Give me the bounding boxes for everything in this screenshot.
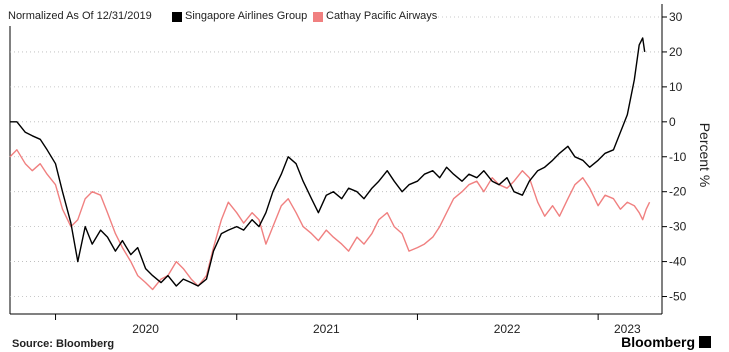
brand-mark-icon [699, 336, 711, 348]
y-tick-label: -10 [669, 150, 687, 164]
y-axis: 30 20 10 0 -10 -20 -30 -40 -50 [661, 4, 687, 314]
x-axis: 2020 2021 2022 2023 [10, 313, 662, 336]
legend-swatch-singapore [172, 12, 182, 22]
y-axis-label: Percent % [697, 123, 713, 188]
series-lines [9, 37, 651, 291]
legend: Normalized As Of 12/31/2019 Singapore Ai… [3, 4, 438, 26]
y-tick-label: 0 [669, 115, 676, 129]
grid-lines [9, 10, 662, 314]
source-note: Source: Bloomberg [12, 338, 114, 350]
x-tick-label: 2023 [614, 322, 641, 336]
legend-background [3, 4, 435, 26]
y-tick-label: 30 [669, 10, 683, 24]
series-line-singapore-airlines [10, 37, 646, 287]
series-line-cathay-pacific [9, 149, 651, 291]
y-tick-label: -20 [669, 185, 687, 199]
y-tick-label: -30 [669, 220, 687, 234]
y-tick-label: 20 [669, 45, 683, 59]
legend-label-cathay: Cathay Pacific Airways [326, 10, 438, 22]
y-tick-label: -40 [669, 255, 687, 269]
legend-swatch-cathay [313, 12, 323, 22]
brand-name: Bloomberg [621, 334, 695, 350]
legend-note: Normalized As Of 12/31/2019 [8, 10, 152, 22]
x-tick-label: 2021 [313, 322, 340, 336]
x-tick-label: 2020 [132, 322, 159, 336]
y-tick-label: -50 [669, 290, 687, 304]
x-tick-label: 2022 [494, 322, 521, 336]
legend-label-singapore: Singapore Airlines Group [185, 10, 307, 22]
brand-logo: Bloomberg [621, 334, 711, 350]
y-tick-label: 10 [669, 80, 683, 94]
